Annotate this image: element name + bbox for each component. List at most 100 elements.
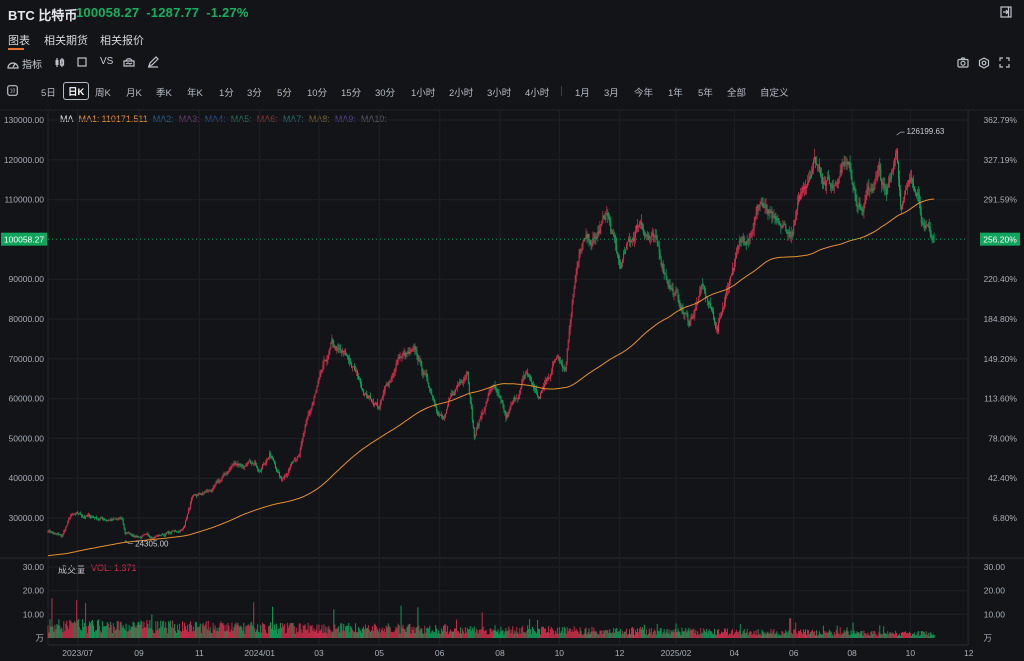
volume-bar xyxy=(229,632,231,638)
candle-body xyxy=(165,534,167,536)
volume-bar xyxy=(68,629,70,638)
range-5[interactable]: 全部 xyxy=(727,88,747,99)
range-3[interactable]: 1年 xyxy=(668,88,683,99)
volume-bar xyxy=(675,623,677,638)
period-11[interactable]: 30分 xyxy=(375,88,396,99)
candle-body xyxy=(542,386,544,390)
candle-body xyxy=(736,248,738,253)
candle-body xyxy=(86,516,88,517)
period-2[interactable]: 周K xyxy=(95,88,111,99)
candle-body xyxy=(471,407,473,420)
volume-bar xyxy=(159,627,161,638)
compare-vs-button[interactable]: VS xyxy=(100,56,114,67)
settings-gear-icon[interactable] xyxy=(978,57,990,69)
candle-body xyxy=(365,393,367,397)
range-4[interactable]: 5年 xyxy=(698,88,713,99)
candle-body xyxy=(927,224,929,227)
candle-body xyxy=(308,413,310,415)
period-9[interactable]: 10分 xyxy=(307,88,328,99)
volume-bar xyxy=(196,627,198,638)
volume-bar xyxy=(621,634,623,638)
period-3[interactable]: 月K xyxy=(126,88,142,99)
active-tab-indicator xyxy=(8,48,24,50)
volume-bar xyxy=(299,623,301,638)
template-icon[interactable] xyxy=(123,56,135,68)
candle-body xyxy=(765,204,767,206)
period-12[interactable]: 1小时 xyxy=(411,88,436,99)
period-0[interactable]: 5日 xyxy=(41,88,56,99)
tab-related-futures[interactable]: 相关期货 xyxy=(44,35,88,47)
candle-body xyxy=(700,287,702,291)
volume-bar xyxy=(830,632,832,638)
range-0[interactable]: 1月 xyxy=(575,88,590,99)
period-6[interactable]: 1分 xyxy=(219,88,234,99)
volume-bar xyxy=(728,633,730,638)
range-6[interactable]: 自定义 xyxy=(760,88,789,99)
period-10[interactable]: 15分 xyxy=(341,88,362,99)
period-8[interactable]: 5分 xyxy=(277,88,292,99)
candle-body xyxy=(276,471,278,473)
calendar-10-icon[interactable]: 10 xyxy=(7,85,18,96)
candle-body xyxy=(278,472,280,477)
screenshot-camera-icon[interactable] xyxy=(957,57,969,68)
volume-bar xyxy=(901,632,903,638)
draw-pen-icon[interactable] xyxy=(147,56,159,68)
volume-bar xyxy=(862,635,864,638)
candle-body xyxy=(361,384,363,389)
candle-body xyxy=(654,235,656,237)
ma-legend[interactable]: MA MA1: 110171.511 MA2: MA3: MA4: MA5: MA6: MA7:… xyxy=(60,114,387,124)
period-5[interactable]: 年K xyxy=(187,88,203,99)
period-4[interactable]: 季K xyxy=(156,88,172,99)
range-2[interactable]: 今年 xyxy=(634,88,654,99)
indicators-button[interactable]: 指标 xyxy=(7,56,42,71)
candle-body xyxy=(334,346,336,348)
candle-body xyxy=(261,468,263,472)
candle-body xyxy=(561,363,563,368)
volume-bar xyxy=(394,629,396,638)
candle-body xyxy=(449,398,451,402)
volume-bar xyxy=(249,626,251,638)
candle-body xyxy=(568,330,570,340)
tab-related-quotes[interactable]: 相关报价 xyxy=(100,35,144,47)
ma-legend-item: MA6: xyxy=(256,114,278,124)
candle-body xyxy=(185,518,187,521)
tab-chart[interactable]: 图表 xyxy=(8,35,30,47)
candle-body xyxy=(89,514,91,517)
period-1[interactable]: 日K xyxy=(63,82,90,100)
volume-bar xyxy=(48,632,50,638)
candle-body xyxy=(240,464,242,467)
candle-body xyxy=(763,206,765,208)
period-14[interactable]: 3小时 xyxy=(487,88,512,99)
range-1[interactable]: 3月 xyxy=(604,88,619,99)
volume-bar xyxy=(73,622,75,638)
rectangle-tool-icon[interactable] xyxy=(77,57,88,68)
volume-bar xyxy=(301,632,303,638)
candle-body xyxy=(444,416,446,419)
volume-bar xyxy=(629,629,631,638)
period-15[interactable]: 4小时 xyxy=(525,88,550,99)
candlestick-type-icon[interactable] xyxy=(54,57,65,68)
candle-body xyxy=(670,288,672,290)
candle-body xyxy=(741,237,743,239)
candle-body xyxy=(657,243,659,246)
candle-body xyxy=(294,459,296,461)
volume-bar xyxy=(795,622,797,638)
period-7[interactable]: 3分 xyxy=(247,88,262,99)
exit-panel-icon[interactable] xyxy=(1000,6,1012,18)
candle-body xyxy=(794,220,796,226)
volume-bar xyxy=(107,623,109,638)
candle-body xyxy=(366,396,368,399)
fullscreen-icon[interactable] xyxy=(999,57,1010,68)
volume-bar xyxy=(197,627,199,638)
volume-bar xyxy=(673,632,675,638)
volume-bar xyxy=(82,619,84,638)
volume-bar xyxy=(929,632,931,638)
volume-bar xyxy=(406,627,408,638)
candle-body xyxy=(389,381,391,383)
volume-bar xyxy=(482,626,484,638)
candle-body xyxy=(446,409,448,414)
candle-body xyxy=(686,313,688,315)
volume-bar xyxy=(86,626,88,638)
period-13[interactable]: 2小时 xyxy=(449,88,474,99)
